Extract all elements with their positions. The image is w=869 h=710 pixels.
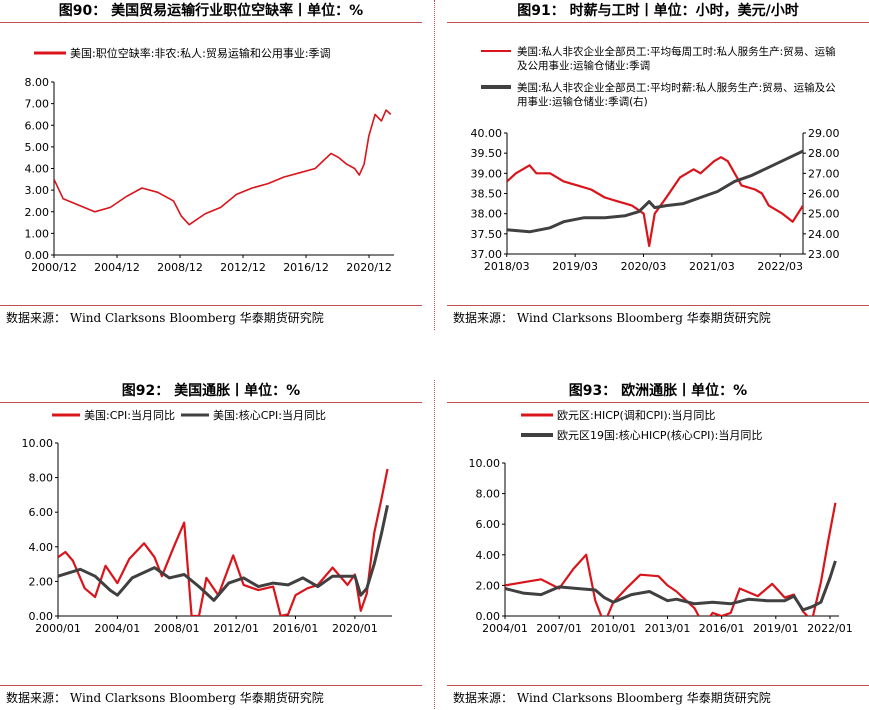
x-tick-label: 2016/01 (699, 622, 745, 635)
y-tick-label: 6.00 (29, 506, 54, 519)
y-tick-label: 6.00 (25, 119, 50, 132)
legend-label: 美国:核心CPI:当月同比 (213, 408, 326, 422)
y-tick-label: 4.00 (476, 549, 501, 562)
panel-title: 图90： 美国贸易运输行业职位空缺率丨单位：% (0, 0, 422, 23)
x-tick-label: 2012/01 (213, 622, 259, 635)
chart-us-inflation: 美国:CPI:当月同比 美国:核心CPI:当月同比 0.00 2.00 4.00 6.00… (22, 408, 392, 635)
y-tick-label: 10.00 (22, 437, 54, 450)
series-line-1 (54, 109, 392, 226)
y-right-tick-label: 23.00 (808, 248, 840, 261)
y-tick-label: 8.00 (25, 76, 50, 89)
y-tick-label: 37.50 (471, 228, 503, 241)
panel-source: 数据来源： Wind Clarksons Bloomberg 华泰期货研究院 (447, 685, 869, 710)
y-tick-label: 8.00 (476, 488, 501, 501)
y-tick-label: 0.00 (29, 610, 54, 623)
legend-label: 及公用事业:运输仓储业:季调 (517, 59, 650, 72)
x-tick-label: 2012/12 (220, 261, 266, 274)
panel-fig93: 图93： 欧洲通胀丨单位：% 欧元区:HICP(调和CPI):当月同比欧元区19… (447, 380, 869, 710)
legend-label: 欧元区:HICP(调和CPI):当月同比 (557, 408, 715, 422)
y-tick-label: 39.50 (471, 147, 503, 160)
y-tick-label: 2.00 (25, 206, 50, 219)
y-right-tick-label: 25.00 (808, 208, 840, 221)
legend-label: 欧元区19国:核心HICP(核心CPI):当月同比 (557, 428, 762, 442)
legend-label: 用事业:运输仓储业:季调(右) (517, 95, 648, 108)
y-tick-label: 37.00 (471, 248, 503, 261)
y-right-tick-label: 24.00 (808, 228, 840, 241)
x-tick-label: 2010/01 (590, 622, 636, 635)
series-line-2 (507, 149, 803, 234)
legend-label: 美国:职位空缺率:非农:私人:贸易运输和公用事业:季调 (70, 46, 331, 60)
x-tick-label: 2019/03 (552, 260, 598, 273)
y-tick-label: 6.00 (476, 518, 501, 531)
series-line-2 (505, 560, 837, 612)
y-tick-label: 4.00 (29, 541, 54, 554)
y-tick-label: 10.00 (469, 457, 501, 470)
x-tick-label: 2016/01 (273, 622, 319, 635)
y-tick-label: 0.00 (25, 249, 50, 262)
legend-label: 美国:私人非农企业全部员工:平均每周工时:私人服务生产:贸易、运输 (517, 45, 836, 58)
x-tick-label: 2020/12 (346, 261, 392, 274)
y-right-tick-label: 27.00 (808, 167, 840, 180)
chart-job-openings: 美国:职位空缺率:非农:私人:贸易运输和公用事业:季调 0.00 1.00 2.00 3… (25, 46, 394, 274)
series-line-1 (58, 468, 389, 616)
y-tick-label: 0.00 (476, 610, 501, 623)
panel-source: 数据来源： Wind Clarksons Bloomberg 华泰期货研究院 (0, 305, 422, 330)
series-line-2 (58, 504, 389, 602)
y-tick-label: 2.00 (29, 575, 54, 588)
chart-euro-inflation: 欧元区:HICP(调和CPI):当月同比欧元区19国:核心HICP(核心CPI)… (469, 408, 853, 635)
x-tick-label: 2000/12 (31, 261, 77, 274)
x-tick-label: 2016/12 (283, 261, 329, 274)
panel-title: 图91： 时薪与工时丨单位：小时，美元/小时 (447, 0, 869, 23)
y-tick-label: 38.50 (471, 188, 503, 201)
y-tick-label: 1.00 (25, 227, 50, 240)
x-tick-label: 2004/01 (95, 622, 141, 635)
x-tick-label: 2007/01 (536, 622, 582, 635)
y-right-tick-label: 28.00 (808, 147, 840, 160)
x-tick-label: 2021/03 (689, 260, 735, 273)
panel-title: 图93： 欧洲通胀丨单位：% (447, 380, 869, 403)
panel-source: 数据来源： Wind Clarksons Bloomberg 华泰期货研究院 (447, 305, 869, 330)
panel-fig90: 图90： 美国贸易运输行业职位空缺率丨单位：% 美国:职位空缺率:非农:私人:贸… (0, 0, 422, 330)
y-tick-label: 3.00 (25, 184, 50, 197)
panel-fig91: 图91： 时薪与工时丨单位：小时，美元/小时 美国:私人非农企业全部员工:平均每… (447, 0, 869, 330)
y-tick-label: 38.00 (471, 208, 503, 221)
y-tick-label: 39.00 (471, 167, 503, 180)
x-tick-label: 2008/12 (157, 261, 203, 274)
x-tick-label: 2004/12 (94, 261, 140, 274)
panel-fig92: 图92： 美国通胀丨单位：% 美国:CPI:当月同比 美国:核心CPI:当月同比 0… (0, 380, 422, 710)
panel-title: 图92： 美国通胀丨单位：% (0, 380, 422, 403)
y-tick-label: 4.00 (25, 163, 50, 176)
y-tick-label: 40.00 (471, 127, 503, 140)
x-tick-label: 2022/03 (757, 260, 803, 273)
panel-source: 数据来源： Wind Clarksons Bloomberg 华泰期货研究院 (0, 685, 422, 710)
x-tick-label: 2020/01 (332, 622, 378, 635)
series-line-1 (505, 502, 837, 616)
x-tick-label: 2020/03 (621, 260, 667, 273)
column-separator-bottom (434, 380, 436, 709)
legend-label: 美国:私人非农企业全部员工:平均时薪:私人服务生产:贸易、运输及公 (517, 81, 836, 94)
column-separator-top (434, 0, 436, 330)
y-tick-label: 2.00 (476, 579, 501, 592)
x-tick-label: 2000/01 (35, 622, 81, 635)
y-tick-label: 8.00 (29, 472, 54, 485)
x-tick-label: 2018/03 (484, 260, 530, 273)
y-tick-label: 5.00 (25, 141, 50, 154)
x-tick-label: 2004/01 (482, 622, 528, 635)
x-tick-label: 2013/01 (645, 622, 691, 635)
legend-label: 美国:CPI:当月同比 (84, 408, 175, 422)
chart-wages-hours: 美国:私人非农企业全部员工:平均每周工时:私人服务生产:贸易、运输及公用事业:运… (471, 45, 840, 273)
x-tick-label: 2008/01 (154, 622, 200, 635)
y-right-tick-label: 29.00 (808, 127, 840, 140)
x-tick-label: 2019/01 (753, 622, 799, 635)
y-right-tick-label: 26.00 (808, 188, 840, 201)
y-tick-label: 7.00 (25, 98, 50, 111)
x-tick-label: 2022/01 (807, 622, 853, 635)
